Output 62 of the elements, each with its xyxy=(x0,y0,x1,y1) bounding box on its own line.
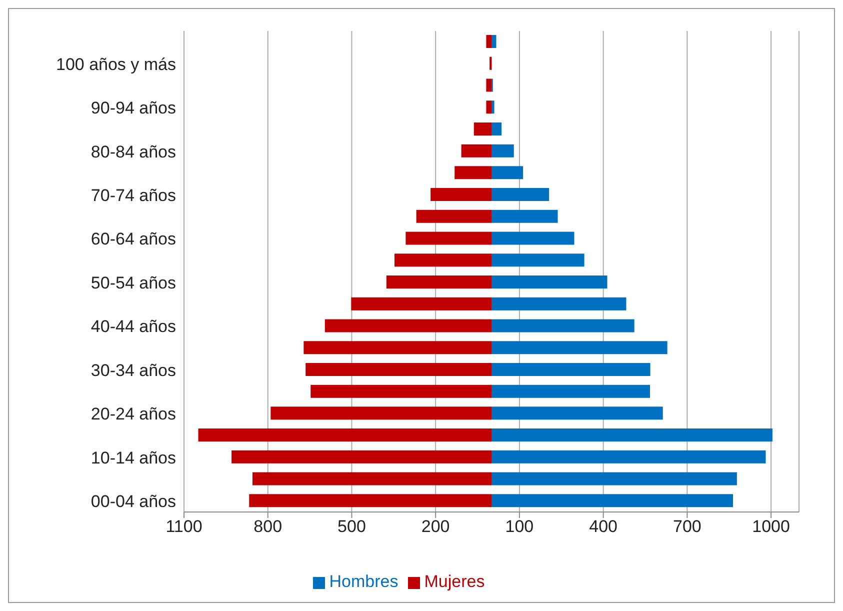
bar xyxy=(492,166,524,180)
bar xyxy=(492,35,496,48)
bar xyxy=(492,428,772,442)
y-tick-label: 70-74 años xyxy=(90,186,176,206)
bar xyxy=(406,232,492,245)
bar xyxy=(252,472,492,486)
bar xyxy=(492,276,608,288)
y-tick-label: 30-34 años xyxy=(90,360,176,380)
bar xyxy=(492,319,634,332)
x-tick-label: 100 xyxy=(505,517,534,536)
bar xyxy=(324,319,492,332)
bar xyxy=(486,78,492,92)
x-tick-label: 1100 xyxy=(166,517,202,536)
bar xyxy=(492,450,766,464)
y-tick-label: 100 años y más xyxy=(56,54,176,74)
bar xyxy=(198,428,492,442)
x-tick-label: 400 xyxy=(589,517,618,536)
y-tick-label: 90-94 años xyxy=(90,98,176,118)
bar xyxy=(249,494,492,508)
bar xyxy=(492,144,514,158)
bar xyxy=(492,362,650,376)
bar xyxy=(492,384,650,398)
bar xyxy=(492,494,734,508)
x-tick-label: 700 xyxy=(672,517,702,536)
bar xyxy=(492,297,626,310)
bar xyxy=(492,188,550,202)
bar xyxy=(310,384,492,398)
bar xyxy=(486,100,492,114)
y-tick-label: 50-54 años xyxy=(90,273,176,292)
x-tick-label: 500 xyxy=(338,517,366,536)
bar xyxy=(304,341,492,354)
y-tick-label: 40-44 años xyxy=(90,317,176,336)
bar xyxy=(492,406,663,420)
bar xyxy=(492,254,584,267)
x-tick-label: 800 xyxy=(254,517,282,536)
bar xyxy=(416,210,492,223)
bar xyxy=(351,297,492,310)
bar xyxy=(492,472,737,486)
x-tick-label: 200 xyxy=(421,517,450,536)
bar xyxy=(430,188,492,202)
bar xyxy=(474,122,492,136)
legend-label: Mujeres xyxy=(424,572,485,591)
bar xyxy=(232,450,492,464)
bar xyxy=(492,232,574,245)
y-tick-label: 20-24 años xyxy=(90,404,176,424)
bar xyxy=(386,276,492,288)
bar xyxy=(492,122,502,136)
bar xyxy=(394,254,492,267)
x-tick-label: 1000 xyxy=(752,517,790,536)
bar xyxy=(270,406,492,420)
y-tick-label: 60-64 años xyxy=(90,230,176,249)
bar xyxy=(454,166,492,180)
bar xyxy=(461,144,492,158)
y-tick-label: 80-84 años xyxy=(90,142,176,162)
bar xyxy=(486,35,492,48)
bar xyxy=(492,100,494,114)
y-tick-label: 00-04 años xyxy=(90,492,176,512)
legend-label: Hombres xyxy=(329,572,398,591)
y-tick-label: 10-14 años xyxy=(90,448,176,468)
bar xyxy=(306,362,492,376)
bar xyxy=(492,341,668,354)
bar xyxy=(492,210,558,223)
